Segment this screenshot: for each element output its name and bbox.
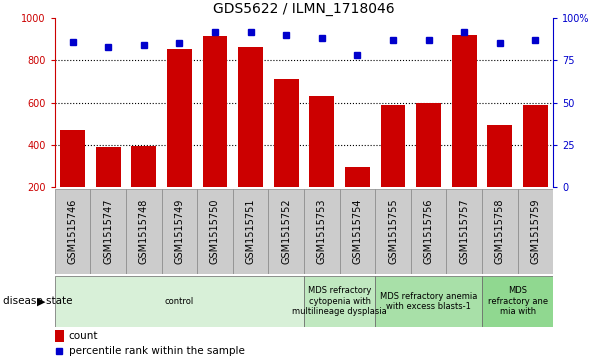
Text: MDS refractory
cytopenia with
multilineage dysplasia: MDS refractory cytopenia with multilinea… (292, 286, 387, 316)
Text: GSM1515752: GSM1515752 (281, 199, 291, 264)
Text: GSM1515753: GSM1515753 (317, 199, 327, 264)
Bar (381, 105, 406, 187)
Bar (274, 79, 299, 187)
Bar (375, 276, 482, 327)
Text: control: control (165, 297, 194, 306)
Text: disease state: disease state (3, 296, 72, 306)
Bar (162, 189, 197, 274)
Bar (268, 189, 304, 274)
Bar (55, 330, 64, 342)
Text: GSM1515756: GSM1515756 (424, 199, 434, 264)
Text: GSM1515746: GSM1515746 (67, 199, 78, 264)
Bar (238, 46, 263, 187)
Bar (523, 105, 548, 187)
Title: GDS5622 / ILMN_1718046: GDS5622 / ILMN_1718046 (213, 2, 395, 16)
Bar (482, 276, 553, 327)
Text: GSM1515759: GSM1515759 (530, 199, 541, 264)
Text: GSM1515757: GSM1515757 (459, 199, 469, 264)
Bar (55, 189, 91, 274)
Bar (488, 125, 513, 187)
Bar (91, 189, 126, 274)
Text: GSM1515749: GSM1515749 (174, 199, 184, 264)
Text: MDS
refractory ane
mia with: MDS refractory ane mia with (488, 286, 548, 316)
Text: GSM1515751: GSM1515751 (246, 199, 255, 264)
Bar (60, 130, 85, 187)
Text: GSM1515758: GSM1515758 (495, 199, 505, 264)
Text: GSM1515748: GSM1515748 (139, 199, 149, 264)
Bar (416, 102, 441, 187)
Bar (304, 189, 340, 274)
Bar (411, 189, 446, 274)
Bar (126, 189, 162, 274)
Bar (340, 189, 375, 274)
Text: GSM1515747: GSM1515747 (103, 199, 113, 264)
Bar (375, 189, 411, 274)
Text: percentile rank within the sample: percentile rank within the sample (69, 346, 244, 356)
Bar (309, 96, 334, 187)
Bar (452, 35, 477, 187)
Bar (446, 189, 482, 274)
Bar (345, 167, 370, 187)
Text: ▶: ▶ (37, 296, 46, 306)
Bar (95, 147, 120, 187)
Text: GSM1515755: GSM1515755 (388, 199, 398, 264)
Text: GSM1515750: GSM1515750 (210, 199, 220, 264)
Bar (233, 189, 268, 274)
Bar (202, 36, 227, 187)
Bar (55, 276, 304, 327)
Bar (197, 189, 233, 274)
Bar (131, 146, 156, 187)
Text: count: count (69, 331, 98, 341)
Bar (304, 276, 375, 327)
Text: MDS refractory anemia
with excess blasts-1: MDS refractory anemia with excess blasts… (380, 291, 477, 311)
Text: GSM1515754: GSM1515754 (353, 199, 362, 264)
Bar (167, 49, 192, 187)
Bar (482, 189, 517, 274)
Bar (517, 189, 553, 274)
